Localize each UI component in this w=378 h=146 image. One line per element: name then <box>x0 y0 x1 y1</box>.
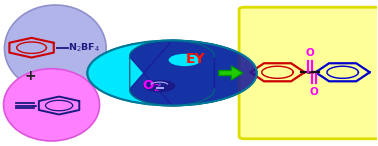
Ellipse shape <box>5 5 106 92</box>
FancyBboxPatch shape <box>239 7 378 139</box>
Circle shape <box>87 40 257 106</box>
Circle shape <box>143 80 175 92</box>
Text: N$_2$BF$_4$: N$_2$BF$_4$ <box>68 41 101 54</box>
Text: O$_2$: O$_2$ <box>142 78 161 94</box>
Text: ⚬: ⚬ <box>157 84 162 88</box>
Text: O: O <box>306 48 314 58</box>
Polygon shape <box>130 40 257 106</box>
Text: EY: EY <box>186 52 205 66</box>
Ellipse shape <box>3 69 99 141</box>
Text: O: O <box>309 87 318 97</box>
Circle shape <box>169 54 201 66</box>
Text: +: + <box>24 69 36 83</box>
